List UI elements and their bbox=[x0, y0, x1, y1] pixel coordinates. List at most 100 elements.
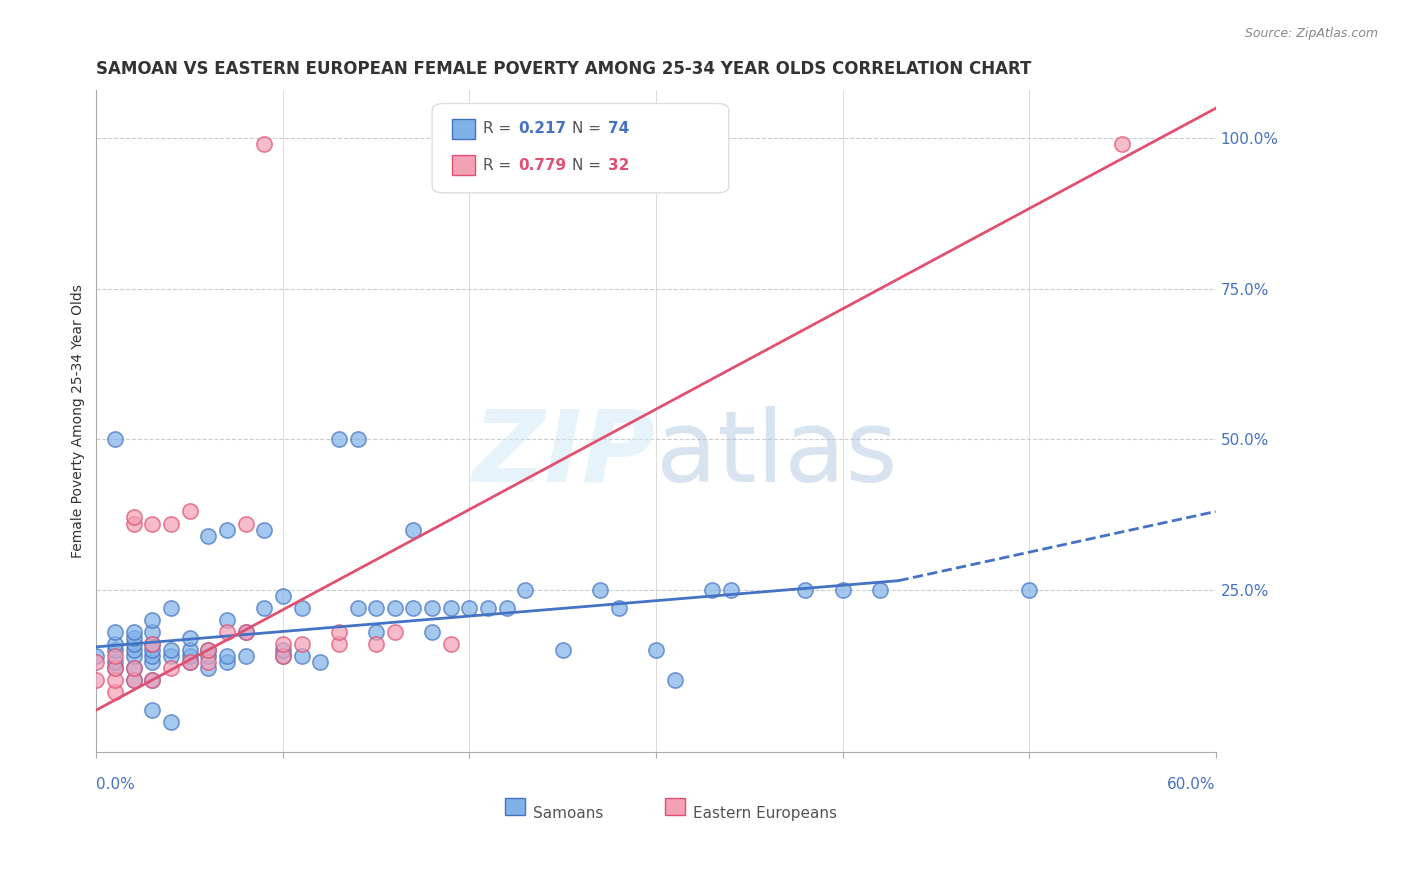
Point bbox=[420, 624, 443, 639]
Point bbox=[160, 648, 183, 663]
Text: Eastern Europeans: Eastern Europeans bbox=[693, 806, 837, 822]
Point bbox=[366, 637, 388, 651]
Point bbox=[328, 432, 350, 446]
Point bbox=[440, 600, 463, 615]
Point bbox=[402, 600, 425, 615]
FancyBboxPatch shape bbox=[432, 103, 728, 193]
Text: Samoans: Samoans bbox=[533, 806, 603, 822]
Point bbox=[160, 643, 183, 657]
Point bbox=[179, 648, 201, 663]
Point bbox=[253, 523, 276, 537]
Point bbox=[141, 655, 163, 669]
Text: 32: 32 bbox=[607, 158, 630, 172]
Point bbox=[664, 673, 686, 687]
Point bbox=[215, 648, 238, 663]
Text: 74: 74 bbox=[607, 121, 628, 136]
Point bbox=[141, 624, 163, 639]
Point bbox=[104, 637, 127, 651]
Point bbox=[86, 673, 108, 687]
Point bbox=[104, 655, 127, 669]
Point bbox=[458, 600, 481, 615]
Bar bbox=[505, 798, 524, 815]
Point bbox=[122, 648, 145, 663]
Point bbox=[215, 624, 238, 639]
Point bbox=[104, 673, 127, 687]
Point bbox=[122, 637, 145, 651]
Point bbox=[346, 432, 368, 446]
Point bbox=[420, 600, 443, 615]
Point bbox=[290, 637, 312, 651]
Point bbox=[122, 673, 145, 687]
Point bbox=[589, 582, 612, 597]
Point bbox=[328, 624, 350, 639]
Point bbox=[271, 589, 294, 603]
Point bbox=[179, 631, 201, 645]
Point bbox=[197, 528, 219, 542]
Point bbox=[197, 643, 219, 657]
Text: SAMOAN VS EASTERN EUROPEAN FEMALE POVERTY AMONG 25-34 YEAR OLDS CORRELATION CHAR: SAMOAN VS EASTERN EUROPEAN FEMALE POVERT… bbox=[97, 60, 1032, 78]
Point bbox=[253, 600, 276, 615]
Point bbox=[141, 673, 163, 687]
Bar bbox=[665, 798, 685, 815]
Point bbox=[122, 631, 145, 645]
Point bbox=[440, 637, 463, 651]
Text: atlas: atlas bbox=[657, 406, 897, 503]
Point bbox=[141, 637, 163, 651]
Point bbox=[141, 637, 163, 651]
Point bbox=[104, 643, 127, 657]
Text: R =: R = bbox=[482, 121, 516, 136]
Text: 0.217: 0.217 bbox=[519, 121, 567, 136]
Point bbox=[122, 673, 145, 687]
Point bbox=[160, 714, 183, 729]
Point bbox=[366, 600, 388, 615]
Point bbox=[104, 624, 127, 639]
Text: N =: N = bbox=[572, 121, 606, 136]
Point bbox=[551, 643, 574, 657]
Point bbox=[477, 600, 499, 615]
Point bbox=[515, 582, 537, 597]
Point bbox=[869, 582, 891, 597]
Bar bbox=[453, 119, 475, 138]
Point bbox=[235, 648, 257, 663]
Point bbox=[141, 613, 163, 627]
Point bbox=[309, 655, 332, 669]
Point bbox=[104, 648, 127, 663]
Point bbox=[271, 648, 294, 663]
Point bbox=[104, 432, 127, 446]
Point bbox=[141, 648, 163, 663]
Point bbox=[179, 655, 201, 669]
Point bbox=[607, 600, 630, 615]
Point bbox=[122, 661, 145, 675]
Point bbox=[271, 648, 294, 663]
Point bbox=[179, 643, 201, 657]
Point bbox=[235, 624, 257, 639]
Text: 0.779: 0.779 bbox=[519, 158, 567, 172]
Point bbox=[197, 661, 219, 675]
Point bbox=[235, 624, 257, 639]
Point bbox=[122, 661, 145, 675]
Point bbox=[215, 613, 238, 627]
Point bbox=[104, 661, 127, 675]
Point bbox=[290, 600, 312, 615]
Text: ZIP: ZIP bbox=[472, 406, 657, 503]
Point bbox=[253, 137, 276, 152]
Point bbox=[197, 648, 219, 663]
Point bbox=[179, 504, 201, 518]
Text: Source: ZipAtlas.com: Source: ZipAtlas.com bbox=[1244, 27, 1378, 40]
Text: 60.0%: 60.0% bbox=[1167, 777, 1216, 791]
Point bbox=[290, 648, 312, 663]
Point bbox=[160, 516, 183, 531]
Point bbox=[160, 661, 183, 675]
Point bbox=[141, 516, 163, 531]
Point bbox=[122, 643, 145, 657]
Point bbox=[122, 516, 145, 531]
Point bbox=[104, 661, 127, 675]
Point bbox=[1018, 582, 1040, 597]
Point bbox=[1111, 137, 1133, 152]
Point bbox=[346, 600, 368, 615]
Point bbox=[645, 643, 668, 657]
Point bbox=[215, 523, 238, 537]
Point bbox=[104, 685, 127, 699]
Point bbox=[720, 582, 742, 597]
Point bbox=[179, 655, 201, 669]
